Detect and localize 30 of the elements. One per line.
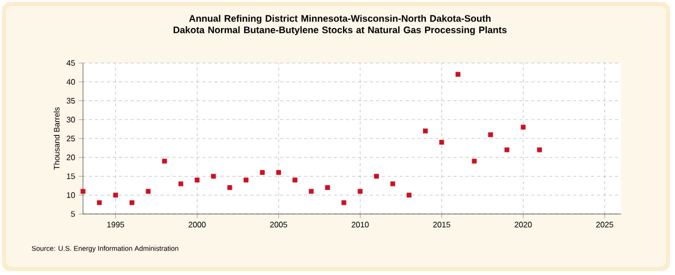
point: [244, 178, 248, 182]
point: [422, 128, 428, 134]
point: [292, 178, 298, 182]
point: [390, 181, 396, 186]
point: [130, 200, 134, 206]
point: [439, 140, 444, 145]
chart-title: Annual Refining District Minnesota-Wisconsin-North Dakota-South Dakota Normal Butane-Butylene Stocks at Natural Gas Processing Plants: [174, 14, 507, 36]
point: [406, 192, 412, 198]
point: [504, 147, 510, 152]
point: [456, 72, 460, 77]
point: [96, 200, 102, 206]
point: [472, 158, 477, 164]
point: [374, 174, 379, 179]
point: [260, 170, 265, 175]
point: [227, 185, 232, 190]
point: [325, 185, 330, 190]
point: [488, 132, 493, 138]
point: [537, 147, 542, 152]
point: [211, 174, 216, 179]
point: [341, 200, 346, 206]
point: [162, 158, 167, 164]
point: [178, 181, 184, 186]
point: [358, 188, 363, 194]
point: [113, 192, 118, 198]
point: [194, 178, 200, 182]
point: [520, 124, 526, 130]
point: [276, 170, 282, 175]
point: [308, 188, 314, 194]
point: [80, 188, 86, 194]
point: [146, 188, 151, 194]
